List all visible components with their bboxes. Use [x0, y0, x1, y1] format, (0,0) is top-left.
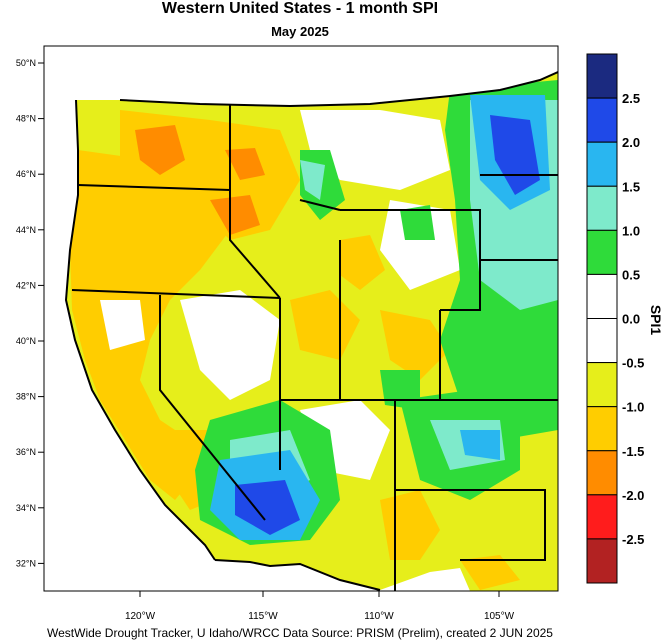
region-dry-wyoming: [340, 235, 385, 290]
region-wet-utah: [380, 370, 420, 410]
region-severe-dry-or: [210, 195, 260, 235]
region-wet-mod-wy: [300, 160, 325, 200]
colorbar-tick-label: -2.0: [622, 488, 644, 503]
longitude-axis: 120°W 115°W 110°W 105°W: [125, 591, 515, 622]
colorbar-tick-label: 1.5: [622, 179, 640, 194]
state-border-id: [229, 105, 281, 299]
region-severe-dry-id: [225, 148, 265, 180]
lat-tick-label: 38°N: [16, 392, 36, 402]
colorbar-tick-label: 0.5: [622, 267, 640, 282]
colorbar-label: SPI1: [648, 305, 664, 336]
state-border-nm-tx: [395, 489, 546, 561]
state-border-co-ks: [439, 310, 558, 401]
region-dry-colorado: [380, 310, 450, 380]
lon-tick-label: 120°W: [125, 611, 156, 622]
region-dry-nevada-utah: [290, 290, 360, 360]
colorbar-tick-label: 2.5: [622, 91, 640, 106]
lon-tick-label: 105°W: [484, 611, 515, 622]
colorbar-bin: [586, 494, 618, 540]
region-wet-very-high-az: [235, 480, 300, 535]
colorbar: 2.5 2.0 1.5 1.0 0.5 0.0 -0.5 -1.0 -1.5 -2.0 -2.5: [586, 53, 644, 584]
coastline: [64, 99, 216, 561]
mexico-border: [214, 559, 381, 591]
lat-tick-label: 42°N: [16, 280, 36, 290]
region-wet-high-nm: [460, 430, 500, 460]
lat-tick-label: 48°N: [16, 114, 36, 124]
colorbar-tick-label: -0.5: [622, 356, 644, 371]
region-dry-pacific-coast: [70, 150, 230, 500]
mexico-region: [205, 560, 390, 591]
latitude-axis: 50°N 48°N 46°N 44°N 42°N 40°N 38°N 36°N 34°N 32°N: [16, 58, 44, 568]
lat-tick-label: 36°N: [16, 447, 36, 457]
region-normal-california: [100, 300, 145, 350]
map-frame: [43, 45, 559, 592]
colorbar-bin: [586, 406, 618, 452]
state-border-nv-ca: [159, 295, 266, 521]
colorbar-bin: [586, 53, 618, 99]
region-severe-dry-wa: [135, 125, 185, 175]
colorbar-bin: [586, 362, 618, 408]
state-border-wa-or: [77, 184, 231, 191]
colorbar-tick-label: -2.5: [622, 532, 644, 547]
colorbar-bin: [586, 318, 618, 364]
lat-tick-label: 46°N: [16, 169, 36, 179]
pacific-ocean: [44, 46, 215, 591]
state-border-or-ca: [71, 289, 281, 299]
lon-tick-label: 110°W: [364, 611, 394, 622]
canada-region: [76, 46, 558, 106]
colorbar-tick-label: 1.0: [622, 223, 640, 238]
region-normal-montana: [300, 110, 450, 190]
lat-tick-label: 40°N: [16, 336, 36, 346]
colorbar-tick-label: 2.0: [622, 135, 640, 150]
lat-tick-label: 34°N: [16, 503, 36, 513]
map-title: Western United States - 1 month SPI: [161, 0, 439, 17]
colorbar-bin: [586, 538, 618, 584]
lat-tick-label: 50°N: [16, 58, 36, 68]
colorbar-bin: [586, 97, 618, 143]
borders: [64, 71, 558, 591]
colorbar-bin: [586, 141, 618, 187]
colorbar-bin: [586, 273, 618, 319]
region-normal-wy: [380, 200, 460, 290]
colorbar-tick-label: -1.0: [622, 400, 644, 415]
lon-tick-label: 115°W: [248, 611, 278, 622]
colorbar-tick-label: 0.0: [622, 312, 640, 327]
colorbar-bin: [586, 229, 618, 275]
colorbar-bin: [586, 450, 618, 496]
map-subtitle: May 2025: [271, 24, 329, 39]
region-normal-great-basin: [180, 290, 280, 400]
lat-tick-label: 32°N: [16, 558, 36, 568]
map-panel: 50°N 48°N 46°N 44°N 42°N 40°N 38°N 36°N 34°N 32°N…: [16, 45, 559, 622]
colorbar-bin: [586, 185, 618, 231]
footer-credit: WestWide Drought Tracker, U Idaho/WRCC D…: [47, 626, 553, 640]
region-dry-se-nm: [460, 555, 520, 590]
lat-tick-label: 44°N: [16, 225, 36, 235]
state-border-mt-wy: [299, 199, 341, 211]
canada-border: [119, 71, 558, 108]
region-wet-wy-east: [400, 205, 435, 240]
colorbar-tick-label: -1.5: [622, 444, 644, 459]
